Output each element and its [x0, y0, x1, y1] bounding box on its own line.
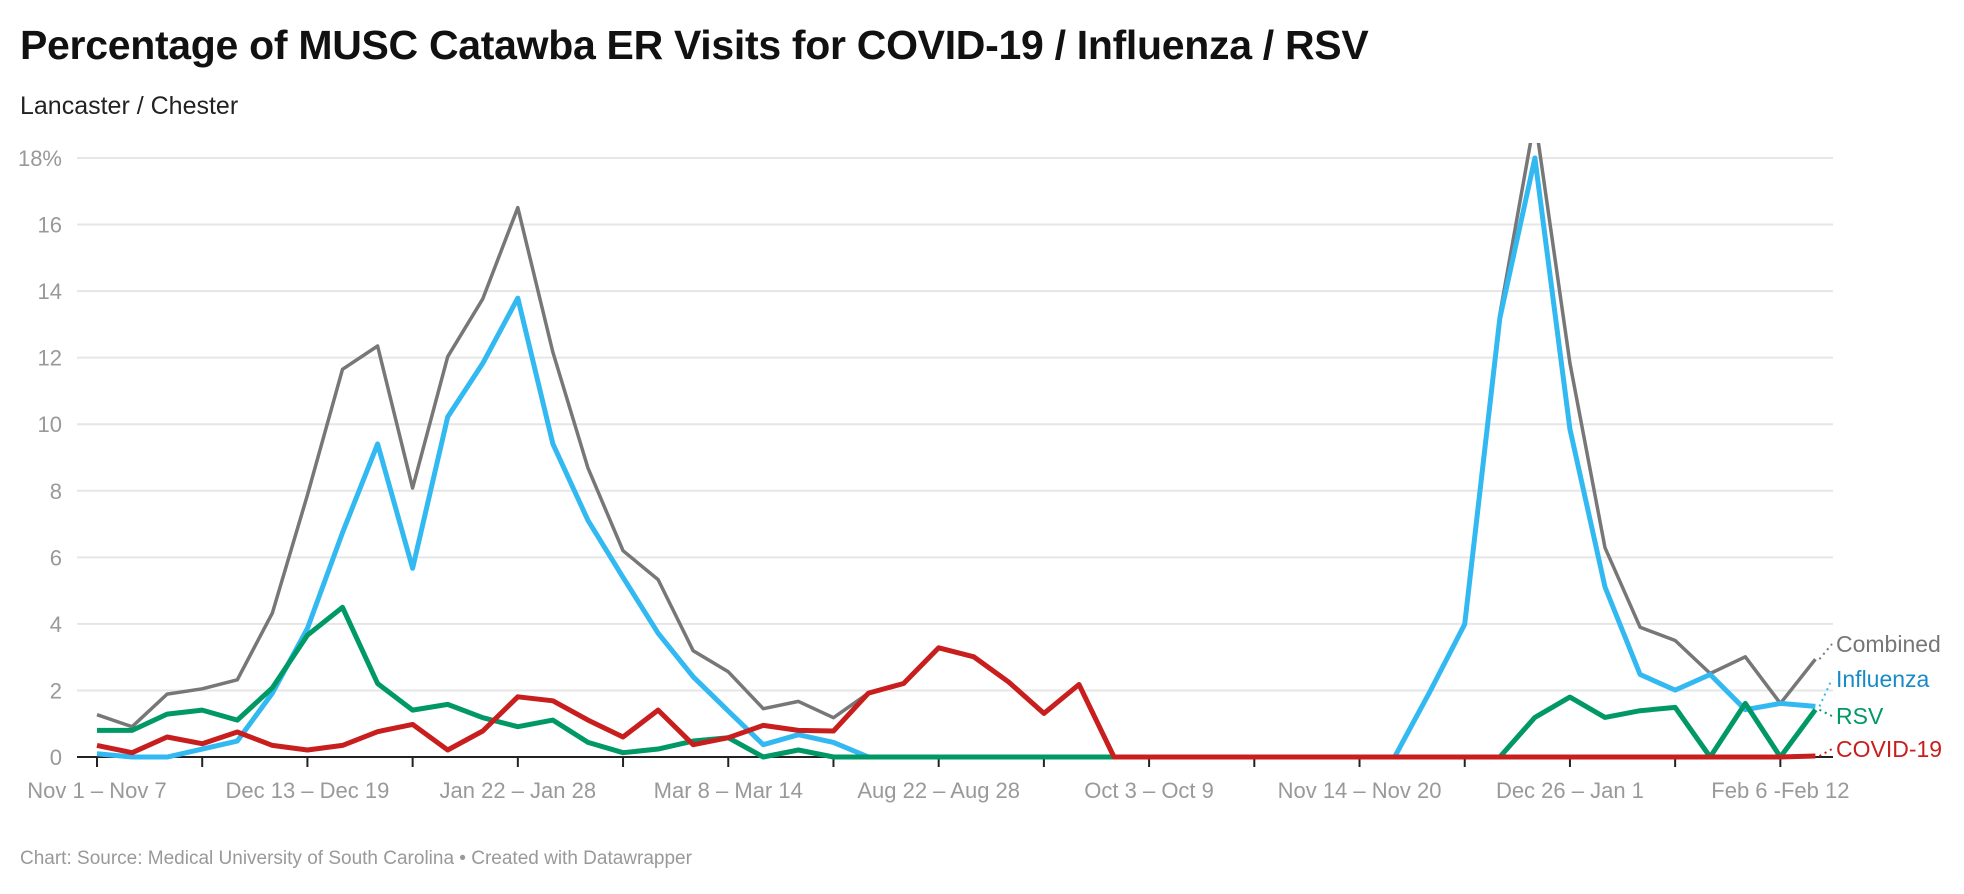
- x-tick-label: Jan 22 – Jan 28: [440, 778, 597, 803]
- chart-title: Percentage of MUSC Catawba ER Visits for…: [20, 22, 1369, 68]
- y-tick-label: 0: [50, 745, 62, 770]
- y-tick-label: 16: [38, 213, 62, 238]
- series-line-rsv: [97, 604, 1818, 760]
- x-tick-label: Aug 22 – Aug 28: [857, 778, 1020, 803]
- x-tick-label: Dec 13 – Dec 19: [225, 778, 389, 803]
- x-tick-label: Nov 14 – Nov 20: [1278, 778, 1442, 803]
- x-tick-label: Dec 26 – Jan 1: [1496, 778, 1644, 803]
- y-tick-label: 8: [50, 479, 62, 504]
- label-connector: [1818, 748, 1833, 757]
- series-label: Combined: [1836, 631, 1941, 657]
- y-tick-label: 4: [50, 612, 62, 637]
- y-tick-label: 12: [38, 346, 62, 371]
- x-tick-label: Feb 6 -Feb 12: [1711, 778, 1849, 803]
- series-line-covid-19: [96, 645, 1816, 760]
- label-connector: [1818, 643, 1833, 660]
- label-connector: [1818, 708, 1833, 717]
- chart-footer: Chart: Source: Medical University of Sou…: [20, 848, 692, 869]
- x-tick-label: Oct 3 – Oct 9: [1084, 778, 1214, 803]
- series-line-influenza: [96, 155, 1816, 760]
- series-line-combined: [96, 143, 1817, 759]
- x-tick-label: Nov 1 – Nov 7: [27, 778, 166, 803]
- y-tick-label: 6: [50, 545, 62, 570]
- x-tick-label: Mar 8 – Mar 14: [654, 778, 803, 803]
- chart-subtitle: Lancaster / Chester: [20, 92, 239, 120]
- y-tick-label: 18%: [18, 146, 62, 171]
- series-label: RSV: [1836, 703, 1884, 729]
- series-label: Influenza: [1836, 666, 1930, 692]
- y-tick-label: 10: [38, 412, 62, 437]
- y-tick-label: 2: [50, 678, 62, 703]
- y-tick-label: 14: [38, 279, 62, 304]
- series-label: COVID-19: [1836, 736, 1942, 762]
- label-connector: [1818, 678, 1833, 707]
